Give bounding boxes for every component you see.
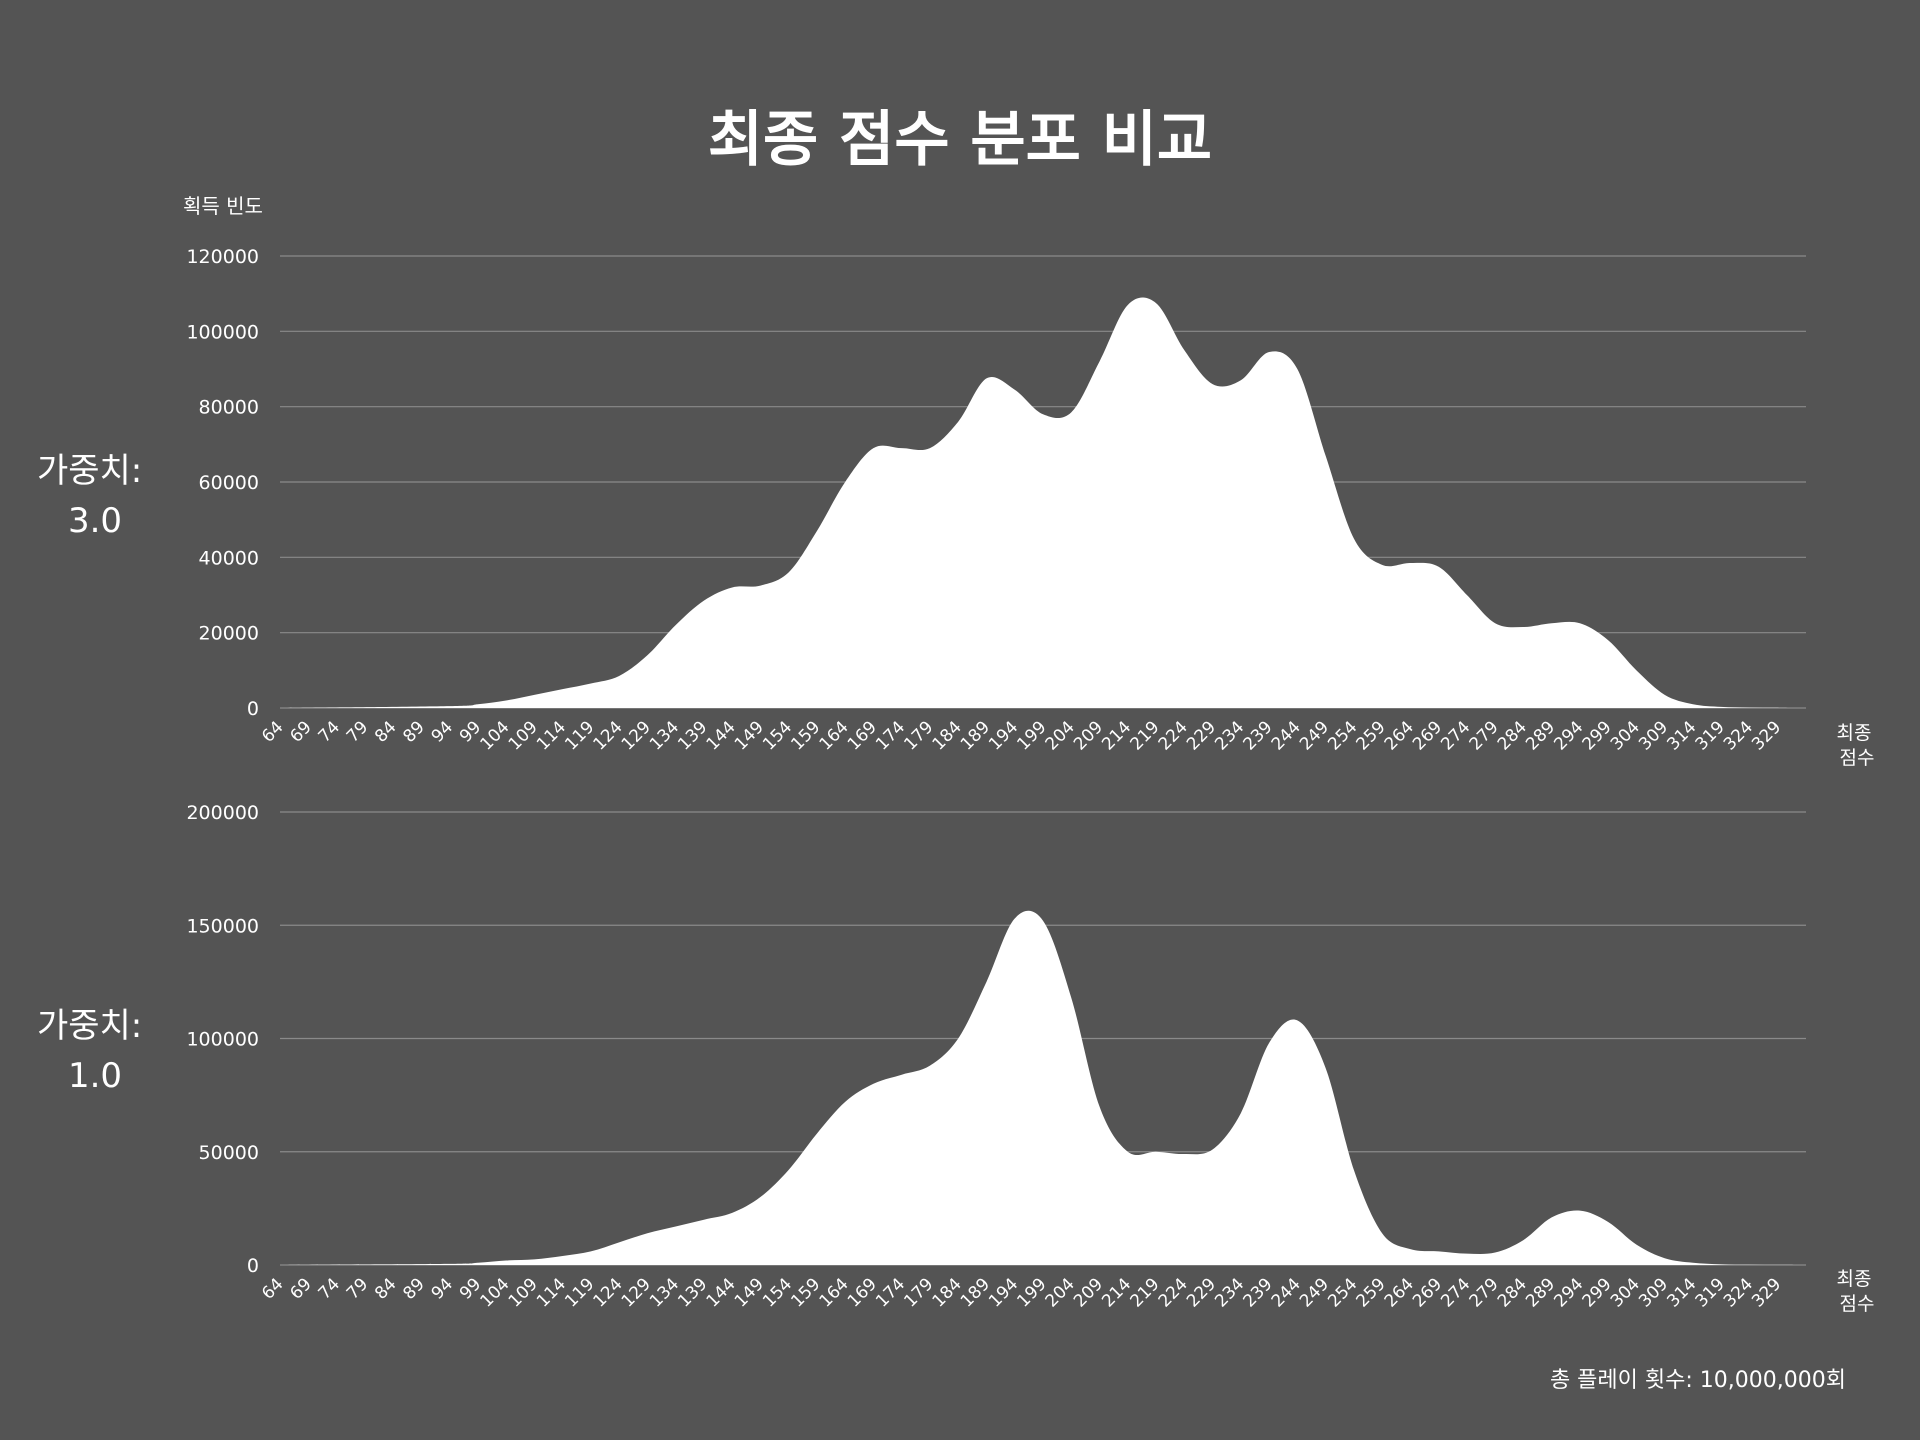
x-tick-label: 64 xyxy=(258,717,287,746)
x-tick-label: 84 xyxy=(371,717,400,746)
x-tick-label: 329 xyxy=(1748,717,1785,754)
x-tick-label: 74 xyxy=(315,1274,344,1303)
x-tick-label: 84 xyxy=(371,1274,400,1303)
area-series xyxy=(280,297,1806,708)
panel-label-bottom: 가중치: 1.0 xyxy=(37,1006,153,1096)
y-tick-label: 200000 xyxy=(186,802,259,824)
panel-label-top-line1: 가중치: xyxy=(37,451,142,491)
y-axis-label: 획득 빈도 xyxy=(183,194,263,218)
area-series xyxy=(280,910,1806,1265)
y-tick-label: 40000 xyxy=(199,547,259,569)
x-tick-label: 69 xyxy=(286,717,315,746)
y-tick-label: 100000 xyxy=(186,321,259,343)
panel-label-top: 가중치: 3.0 xyxy=(37,451,153,541)
y-tick-label: 80000 xyxy=(199,397,259,419)
x-tick-label: 89 xyxy=(399,717,428,746)
y-tick-label: 120000 xyxy=(186,246,259,268)
chart-title: 최종 점수 분포 비교 xyxy=(708,105,1212,175)
x-tick-label: 74 xyxy=(315,717,344,746)
x-tick-label: 94 xyxy=(428,717,457,746)
x-axis-label-top: 최종 점수 xyxy=(1836,722,1877,769)
x-tick-label: 94 xyxy=(428,1274,457,1303)
panel-label-bottom-line1: 가중치: xyxy=(37,1006,142,1046)
y-tick-label: 60000 xyxy=(199,472,259,494)
x-tick-label: 329 xyxy=(1748,1274,1785,1311)
y-tick-label: 150000 xyxy=(186,915,259,937)
x-tick-label: 69 xyxy=(286,1274,315,1303)
x-tick-label: 89 xyxy=(399,1274,428,1303)
x-axis-label-bottom-line1: 최종 xyxy=(1836,1268,1871,1290)
footer-total-plays: 총 플레이 횟수: 10,000,000회 xyxy=(1550,1368,1846,1393)
panel-label-top-line2: 3.0 xyxy=(68,501,122,541)
top-panel: 0 20000 40000 60000 80000 100000 120000 6469747… xyxy=(186,246,1806,754)
x-tick-label: 64 xyxy=(258,1274,287,1303)
panel-label-bottom-line2: 1.0 xyxy=(68,1056,122,1096)
y-tick-label: 50000 xyxy=(199,1142,259,1164)
x-axis-label-top-line1: 최종 xyxy=(1836,722,1871,744)
x-axis-label-bottom-line2: 점수 xyxy=(1840,1293,1875,1315)
x-tick-label: 79 xyxy=(343,717,372,746)
y-tick-label: 0 xyxy=(247,698,259,720)
x-axis-label-bottom: 최종 점수 xyxy=(1836,1268,1877,1315)
bottom-panel: 0500001000001500002000006469747984899499… xyxy=(186,802,1806,1311)
y-tick-label: 0 xyxy=(247,1255,259,1277)
y-tick-label: 20000 xyxy=(199,623,259,645)
x-axis-label-top-line2: 점수 xyxy=(1840,747,1875,769)
y-tick-label: 100000 xyxy=(186,1029,259,1051)
x-tick-label: 79 xyxy=(343,1274,372,1303)
